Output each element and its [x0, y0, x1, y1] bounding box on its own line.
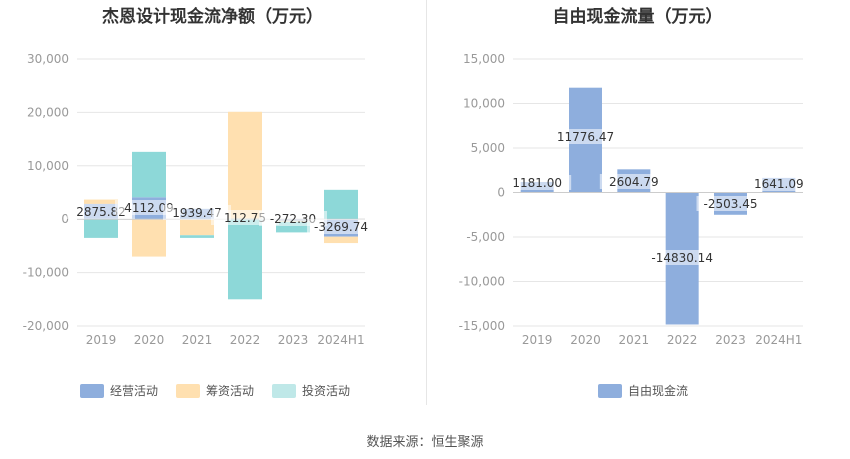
panel-divider	[426, 0, 427, 405]
right-y-tick-label: 10,000	[463, 97, 505, 111]
left-bar-2	[276, 221, 310, 233]
data-source-note: 数据来源：恒生聚源	[366, 435, 484, 450]
right-data-label: 2604.79	[609, 175, 659, 189]
left-legend: 经营活动 筹资活动 投资活动	[80, 382, 350, 399]
right-x-tick-label: 2021	[619, 333, 650, 347]
right-x-tick-label: 2023	[715, 333, 746, 347]
right-y-tick-label: -15,000	[459, 319, 505, 333]
right-y-tick-label: 0	[497, 186, 505, 200]
left-data-label-bg	[307, 219, 375, 234]
left-bar-1	[84, 199, 118, 204]
right-data-label-bg	[503, 175, 572, 190]
left-data-label: 4112.09	[124, 201, 174, 215]
legend-swatch-financing	[176, 383, 201, 398]
legend-swatch-operating	[80, 383, 104, 398]
left-data-label: -3269.74	[314, 220, 368, 234]
right-y-tick-label: 5,000	[471, 141, 505, 155]
left-bar-2	[132, 151, 166, 198]
left-data-label: 112.75	[224, 211, 266, 225]
right-data-label-bg	[648, 250, 717, 265]
right-x-tick-label: 2022	[667, 333, 698, 347]
legend-item-investing[interactable]: 投资活动	[272, 382, 350, 399]
left-data-label: -272.30	[270, 212, 316, 226]
left-x-tick-label: 2020	[134, 333, 165, 347]
left-data-label: 2875.82	[76, 205, 126, 219]
right-data-label: 11776.47	[557, 130, 614, 144]
left-chart-title: 杰恩设计现金流净额（万元）	[102, 7, 323, 27]
right-data-label: 1641.09	[754, 177, 804, 191]
left-y-tick-label: -20,000	[23, 319, 69, 333]
right-data-label-bg	[599, 174, 668, 189]
left-x-tick-label: 2019	[86, 333, 117, 347]
legend-swatch-investing	[272, 383, 297, 398]
left-y-tick-label: 20,000	[27, 105, 69, 119]
left-x-tick-label: 2021	[182, 333, 213, 347]
left-bar-1	[324, 236, 358, 244]
legend-label-free-cash-flow: 自由现金流	[628, 384, 689, 398]
left-x-tick-label: 2023	[278, 333, 309, 347]
right-y-tick-label: -5,000	[466, 230, 505, 244]
legend-item-financing[interactable]: 筹资活动	[176, 382, 254, 399]
right-data-label-bg	[744, 176, 813, 191]
left-y-tick-label: 10,000	[27, 159, 69, 173]
right-chart-title: 自由现金流量（万元）	[552, 7, 723, 27]
right-data-label: -2503.45	[704, 197, 758, 211]
left-bar-2	[324, 189, 358, 220]
left-bar-1	[132, 219, 166, 257]
right-data-label-bg	[696, 196, 765, 211]
right-y-tick-label: -10,000	[459, 275, 505, 289]
left-y-tick-label: -10,000	[23, 266, 69, 280]
legend-swatch-free-cash-flow	[598, 383, 622, 398]
right-x-tick-label: 2024H1	[755, 333, 802, 347]
right-x-tick-label: 2020	[570, 333, 601, 347]
right-data-label: -14830.14	[651, 251, 713, 265]
legend-label-investing: 投资活动	[302, 384, 351, 398]
left-bar-2	[180, 235, 214, 238]
legend-label-financing: 筹资活动	[206, 384, 255, 398]
right-y-tick-label: 15,000	[463, 52, 505, 66]
right-data-label-bg	[551, 129, 620, 144]
left-data-label: 1939.47	[172, 206, 222, 220]
left-y-tick-label: 30,000	[27, 52, 69, 66]
left-bar-1	[228, 111, 262, 219]
right-data-label: 1181.00	[512, 176, 562, 190]
left-bar-1	[180, 219, 214, 236]
left-x-tick-label: 2022	[230, 333, 261, 347]
left-bar-2	[84, 219, 118, 238]
left-x-tick-label: 2024H1	[317, 333, 364, 347]
legend-label-operating: 经营活动	[110, 384, 159, 398]
legend-item-free-cash-flow[interactable]: 自由现金流	[598, 382, 688, 399]
right-legend: 自由现金流	[598, 382, 688, 399]
legend-item-operating[interactable]: 经营活动	[80, 382, 158, 399]
left-y-tick-label: 0	[61, 212, 69, 226]
right-x-tick-label: 2019	[522, 333, 553, 347]
left-bar-2	[228, 219, 262, 300]
